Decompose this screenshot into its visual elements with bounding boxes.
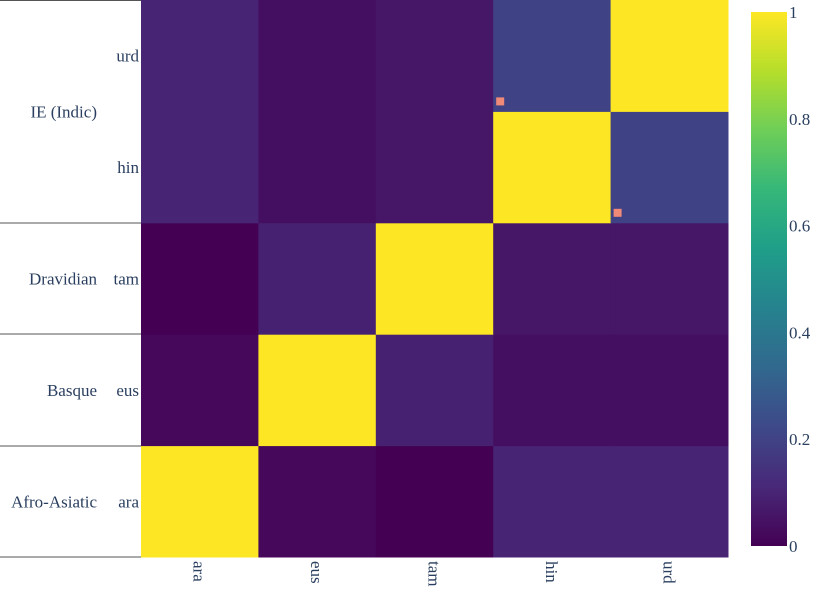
- heatmap-cell-urd-hin: [493, 0, 612, 112]
- heatmap-cell-eus-hin: [493, 334, 612, 447]
- colorbar-tick-label: 0.8: [789, 110, 810, 129]
- heatmap-cell-urd-eus: [258, 0, 377, 112]
- y-tick-label: tam: [114, 270, 140, 289]
- y-tick-label: urd: [116, 47, 139, 66]
- heatmap-cell-hin-tam: [375, 111, 494, 224]
- y-group-label: Dravidian: [29, 270, 97, 289]
- heatmap-cell-ara-hin: [493, 445, 612, 558]
- heatmap-cell-tam-urd: [610, 222, 729, 335]
- y-group-label: Afro-Asiatic: [11, 492, 97, 511]
- heatmap-cell-hin-hin: [493, 111, 612, 224]
- colorbar-tick-label: 0: [789, 537, 798, 556]
- heatmap-cell-hin-urd: [610, 111, 729, 224]
- heatmap-cells: [141, 0, 729, 558]
- heatmap-cell-eus-urd: [610, 334, 729, 447]
- x-tick-label: hin: [542, 561, 561, 583]
- x-tick-label: eus: [307, 561, 326, 584]
- colorbar-tick-label: 0.6: [789, 217, 810, 236]
- y-group-label: Basque: [47, 381, 97, 400]
- y-group-label: IE (Indic): [30, 102, 97, 121]
- heatmap-cell-tam-tam: [375, 222, 494, 335]
- heatmap-cell-eus-tam: [375, 334, 494, 447]
- group-separators: [0, 0, 141, 558]
- colorbar-tick-label: 0.2: [789, 430, 810, 449]
- y-axis-group-labels: Afro-Asiatic Basque Dravidian IE (Indic): [11, 102, 97, 511]
- heatmap-cell-ara-eus: [258, 445, 377, 558]
- marker-urd-hin: [496, 97, 505, 106]
- heatmap-cell-urd-tam: [375, 0, 494, 112]
- y-tick-label: hin: [117, 158, 139, 177]
- colorbar-tick-label: 0.4: [789, 323, 811, 342]
- heatmap-cell-urd-ara: [141, 0, 259, 112]
- heatmap-markers: [496, 97, 622, 217]
- heatmap-cell-urd-urd: [610, 0, 729, 112]
- marker-hin-urd: [613, 208, 622, 217]
- x-tick-label: urd: [659, 561, 678, 584]
- heatmap-cell-ara-ara: [141, 445, 259, 558]
- heatmap-cell-hin-eus: [258, 111, 377, 224]
- heatmap-cell-tam-ara: [141, 222, 259, 335]
- colorbar-tick-label: 1: [789, 3, 798, 22]
- heatmap-cell-tam-hin: [493, 222, 612, 335]
- heatmap-cell-hin-ara: [141, 111, 259, 224]
- y-tick-label: ara: [118, 492, 139, 511]
- y-axis-tick-labels: ara eus tam hin urd: [114, 47, 140, 512]
- x-tick-label: ara: [190, 561, 209, 582]
- heatmap-cell-ara-tam: [375, 445, 494, 558]
- colorbar-gradient: [751, 12, 787, 546]
- colorbar: 0 0.2 0.4 0.6 0.8 1: [751, 3, 811, 556]
- x-axis-tick-labels: ara eus tam hin urd: [190, 561, 679, 587]
- y-tick-label: eus: [116, 381, 139, 400]
- heatmap-cell-tam-eus: [258, 222, 377, 335]
- x-tick-label: tam: [425, 561, 444, 587]
- heatmap-cell-eus-ara: [141, 334, 259, 447]
- heatmap-cell-ara-urd: [610, 445, 729, 558]
- heatmap-cell-eus-eus: [258, 334, 377, 447]
